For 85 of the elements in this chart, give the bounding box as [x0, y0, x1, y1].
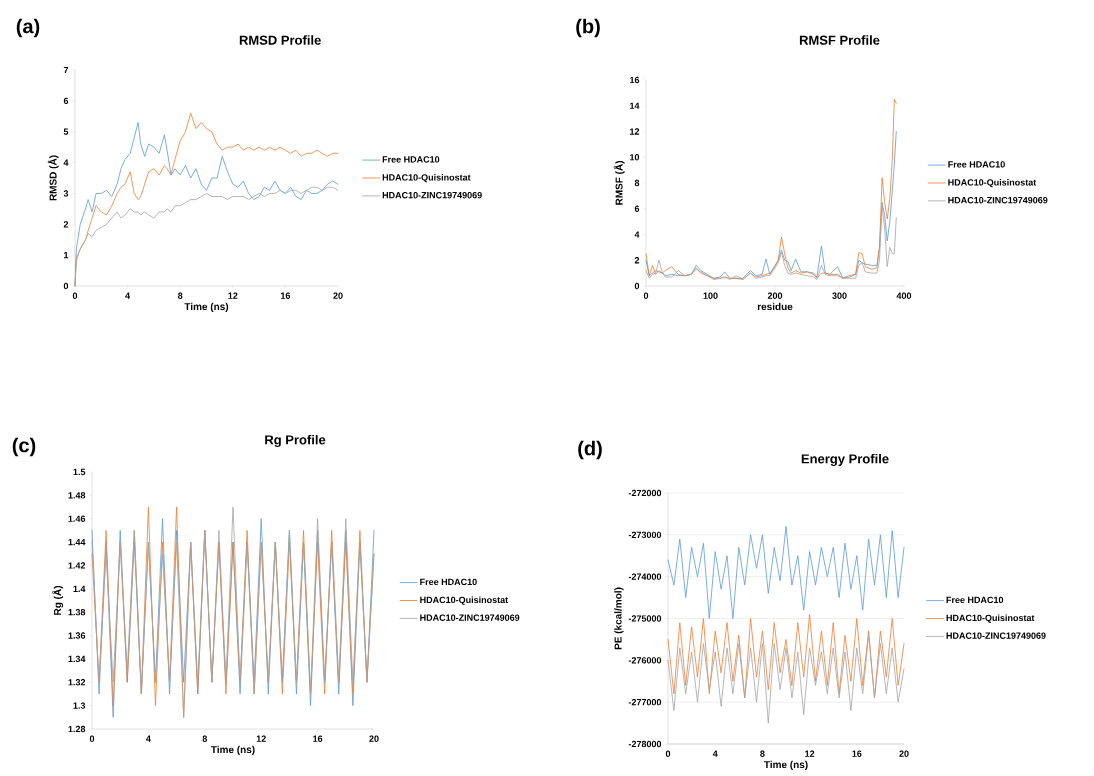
- y-tick-label: 0: [634, 282, 640, 290]
- y-tick-label: 14: [630, 102, 640, 109]
- y-tick-label: 1.38: [68, 608, 86, 616]
- x-tick-label: 4: [146, 735, 151, 742]
- y-tick-label: 4: [634, 231, 640, 238]
- legend-label: HDAC10-Quisinostat: [382, 173, 471, 183]
- y-tick-label: 8: [634, 179, 640, 187]
- x-tick-label: 8: [760, 750, 765, 757]
- chart-title: RMSF Profile: [799, 35, 880, 45]
- legend-label: Free HDAC10: [948, 161, 1005, 168]
- y-tick-label: 1.28: [68, 725, 86, 733]
- x-tick-label: 12: [256, 735, 266, 742]
- y-tick-label: -273000: [628, 531, 662, 539]
- x-tick-label: 4: [712, 750, 718, 757]
- x-tick-label: 20: [899, 750, 909, 757]
- y-tick-label: -277000: [628, 698, 662, 706]
- y-tick-label: 1.4: [73, 585, 86, 592]
- chart-title: Rg Profile: [265, 434, 326, 448]
- x-tick-label: 400: [896, 292, 912, 299]
- legend-label: HDAC10-ZINC19749069: [420, 614, 520, 621]
- y-axis-title: RMSD (Å): [47, 155, 59, 201]
- legend-label: HDAC10-Quisinostat: [420, 596, 509, 605]
- y-tick-label: 6: [634, 205, 640, 212]
- legend-label: HDAC10-Quisinostat: [946, 614, 1035, 623]
- y-tick-label: 2: [634, 257, 640, 264]
- text: (d): [578, 440, 602, 460]
- chart-title: Energy Profile: [801, 453, 889, 467]
- text: (c): [12, 437, 36, 457]
- x-tick-label: 12: [805, 750, 815, 757]
- x-tick-label: 16: [852, 750, 862, 757]
- y-tick-label: -272000: [628, 489, 662, 497]
- y-tick-label: 1.36: [68, 632, 86, 639]
- x-tick-label: 8: [177, 292, 183, 299]
- legend-label: HDAC10-ZINC19749069: [948, 197, 1048, 204]
- y-tick-label: 1.46: [68, 515, 86, 522]
- text: (b): [576, 18, 600, 38]
- x-tick-label: 16: [313, 735, 323, 742]
- y-axis-title: PE (kcal/mol): [614, 587, 624, 650]
- y-tick-label: 1.3: [73, 702, 86, 709]
- y-tick-label: 3: [63, 190, 69, 197]
- y-tick-label: 2: [63, 221, 69, 228]
- y-tick-label: 1.32: [68, 679, 86, 686]
- legend-label: Free HDAC10: [946, 596, 1004, 604]
- y-tick-label: -274000: [628, 573, 662, 580]
- x-tick-label: 200: [767, 292, 783, 299]
- y-tick-label: 0: [63, 282, 69, 290]
- y-tick-label: 12: [630, 128, 640, 135]
- x-tick-label: 0: [89, 735, 95, 742]
- y-tick-label: 4: [63, 159, 69, 166]
- y-tick-label: -275000: [628, 615, 662, 622]
- x-tick-label: 4: [125, 292, 131, 299]
- x-tick-label: 300: [832, 292, 847, 299]
- x-axis-title: Time (ns): [184, 302, 229, 313]
- y-axis-title: Rg (Å): [52, 586, 64, 615]
- y-tick-label: 5: [63, 128, 69, 135]
- y-tick-label: 6: [63, 97, 69, 105]
- y-axis-title: RMSF (Å): [613, 161, 625, 205]
- y-tick-label: 10: [630, 154, 640, 161]
- y-tick-label: 7: [63, 66, 69, 74]
- y-tick-label: 1.48: [68, 492, 86, 499]
- x-tick-label: 20: [333, 292, 343, 299]
- y-tick-label: 1.42: [68, 562, 86, 569]
- x-tick-label: 8: [202, 735, 208, 742]
- x-tick-label: 0: [665, 750, 671, 757]
- y-tick-label: -278000: [628, 740, 662, 748]
- x-tick-label: 20: [369, 735, 379, 742]
- y-tick-label: -276000: [628, 657, 662, 664]
- text: (a): [16, 18, 40, 38]
- chart-title: RMSD Profile: [239, 35, 321, 45]
- legend-label: Free HDAC10: [382, 156, 440, 163]
- x-tick-label: 16: [280, 292, 291, 299]
- legend-label: Free HDAC10: [420, 578, 477, 586]
- y-tick-label: 1.34: [68, 655, 86, 663]
- y-tick-label: 1: [64, 252, 69, 259]
- legend-label: HDAC10-ZINC19749069: [946, 632, 1046, 639]
- x-axis-title: Time (ns): [210, 745, 255, 756]
- legend-label: HDAC10-ZINC19749069: [382, 192, 482, 199]
- x-tick-label: 12: [228, 292, 238, 299]
- y-tick-label: 1.44: [68, 538, 86, 546]
- y-tick-label: 16: [630, 76, 640, 84]
- x-axis-title: Time (ns): [763, 760, 808, 771]
- y-tick-label: 1.5: [73, 468, 86, 476]
- x-axis-title: residue: [757, 302, 793, 311]
- x-tick-label: 100: [703, 292, 718, 299]
- legend-label: HDAC10-Quisinostat: [948, 178, 1037, 188]
